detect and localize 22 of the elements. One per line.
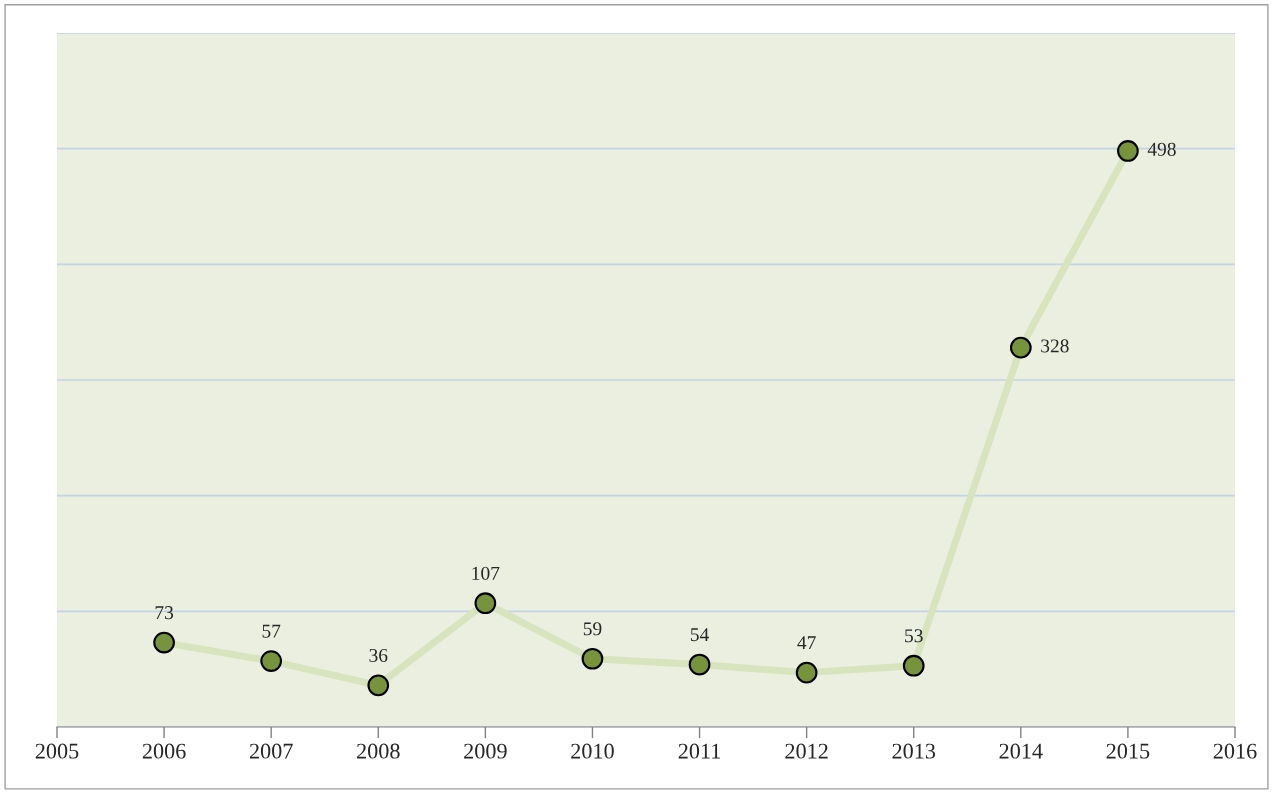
x-tick-label: 2005: [35, 743, 79, 759]
x-tick-label: 2006: [142, 743, 186, 759]
data-label: 73: [155, 606, 174, 620]
data-label: 328: [1041, 339, 1069, 353]
x-tick-label: 2012: [785, 743, 828, 759]
x-tick-label: 2010: [571, 743, 614, 759]
x-tick-label: 2011: [678, 743, 721, 759]
x-tick-label: 2008: [357, 743, 400, 759]
x-tick-label: 2016: [1213, 743, 1257, 759]
x-tick-label: 2007: [249, 743, 293, 759]
data-label: 498: [1147, 142, 1176, 156]
x-tick-label: 2013: [892, 743, 936, 759]
data-label: 59: [583, 622, 602, 636]
x-tick-label: 2015: [1106, 743, 1150, 759]
data-label: 47: [797, 636, 816, 650]
data-label: 54: [690, 628, 709, 642]
data-label: 107: [472, 566, 500, 580]
x-tick-label: 2009: [464, 743, 507, 759]
data-label: 36: [369, 648, 388, 662]
x-tick-label: 2014: [999, 743, 1043, 759]
data-label: 57: [262, 624, 281, 638]
data-label: 53: [905, 629, 923, 643]
